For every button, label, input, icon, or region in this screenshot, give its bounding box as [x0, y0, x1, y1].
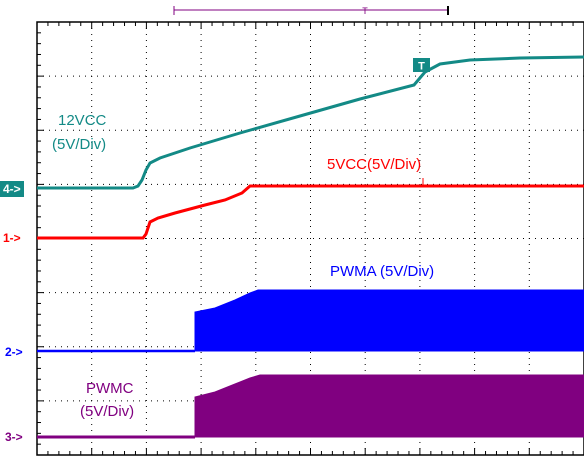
label-12vcc-scale: (5V/Div)	[52, 136, 107, 153]
trigger-marker-12vcc	[413, 58, 430, 72]
traces: T	[37, 55, 584, 439]
channel-3-marker: 3->	[5, 430, 23, 444]
trigger-marker-12vcc-text: T	[418, 61, 425, 73]
grid	[36, 21, 584, 456]
trace-pwma-burst	[194, 289, 584, 352]
trace-pwmc-burst	[194, 374, 584, 438]
label-5vcc: 5VCC(5V/Div)	[327, 156, 422, 173]
channel-4-marker: 4->	[0, 181, 24, 197]
trace-12vcc	[37, 55, 584, 190]
label-12vcc: 12VCC	[58, 112, 107, 129]
label-pwmc: PWMC	[86, 380, 134, 397]
label-pwma: PWMA (5V/Div)	[330, 263, 435, 280]
channel-2-marker: 2->	[5, 345, 23, 359]
channel-1-marker: 1->	[3, 231, 21, 245]
label-pwmc-scale: (5V/Div)	[80, 403, 135, 420]
record-trigger-mark: T	[362, 6, 368, 16]
trace-5vcc	[37, 184, 584, 240]
